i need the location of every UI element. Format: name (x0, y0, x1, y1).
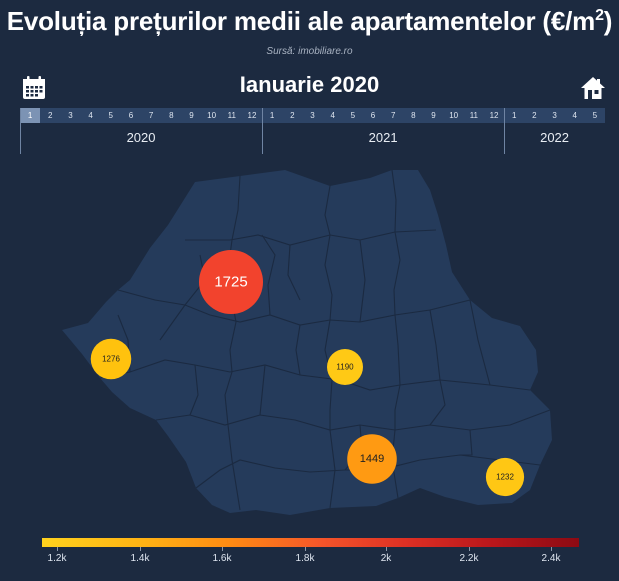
timeline-month-2022-5[interactable]: 5 (592, 111, 598, 120)
timeline-month-strip: 1 2 3 4 5 6 7 8 9 10 11 12 1 2 3 4 5 6 7 8 9 10 11 12 1 2 3 4 5 (20, 108, 605, 123)
year-label-2021: 2021 (368, 130, 398, 145)
calendar-icon[interactable] (22, 76, 46, 100)
title-end: ) (603, 6, 613, 36)
timeline-month-2021-4[interactable]: 4 (330, 111, 335, 120)
current-date-label: Ianuarie 2020 (239, 72, 380, 97)
title-superscript: 2 (595, 7, 604, 24)
timeline-month-2020-4[interactable]: 4 (88, 111, 93, 120)
bubble-clujnapoca[interactable]: 1725 (198, 249, 264, 315)
legend-label: 1.2k (47, 553, 67, 564)
timeline-month-2022-3[interactable]: 3 (552, 111, 557, 120)
legend-tick (57, 547, 58, 551)
year-separator (504, 108, 506, 154)
county-borders (99, 169, 551, 511)
bubble-timioara[interactable]: 1276 (90, 338, 132, 380)
bubble-circle (90, 338, 132, 380)
timeline-month-2021-10[interactable]: 10 (449, 111, 459, 120)
year-separator (20, 108, 21, 154)
bubble-circle (198, 249, 264, 315)
legend-label: 2.4k (541, 553, 561, 564)
timeline-month-2021-2[interactable]: 2 (290, 111, 295, 120)
timeline-month-2020-10[interactable]: 10 (207, 111, 217, 120)
timeline-month-2021-7[interactable]: 7 (390, 111, 396, 120)
timeline-month-2021-12[interactable]: 12 (489, 111, 499, 120)
legend-tick (305, 547, 306, 551)
legend-label: 1.8k (295, 553, 315, 564)
bubble-value-label: 1232 (496, 473, 514, 482)
timeline-month-2021-5[interactable]: 5 (350, 111, 356, 120)
bubble-value-label: 1725 (214, 274, 247, 291)
timeline-month-2020-12[interactable]: 12 (247, 111, 257, 120)
timeline-month-2021-6[interactable]: 6 (370, 111, 376, 120)
year-separator (262, 108, 264, 154)
bubble-circle (347, 434, 397, 484)
bubble-braov[interactable]: 1190 (327, 349, 363, 385)
timeline-month-2020-1[interactable]: 1 (20, 108, 41, 123)
legend-label: 1.6k (212, 553, 232, 564)
romania-outline (62, 170, 552, 515)
legend-tick (551, 547, 552, 551)
chart-title: Evoluția prețurilor medii ale apartament… (0, 6, 619, 37)
timeline-month-2022-2[interactable]: 2 (532, 111, 537, 120)
timeline-month-2022-1[interactable]: 1 (511, 111, 517, 120)
timeline-month-2021-9[interactable]: 9 (431, 111, 436, 120)
bubble-value-label: 1449 (360, 453, 384, 465)
home-icon[interactable] (580, 75, 606, 101)
color-scale-bar (42, 538, 579, 547)
timeline-month-2021-8[interactable]: 8 (411, 111, 416, 120)
source-note: Sursă: imobiliare.ro (266, 46, 353, 57)
bubble-value-label: 1276 (102, 355, 120, 364)
timeline-month-2020-6[interactable]: 6 (128, 111, 134, 120)
timeline-month-2020-5[interactable]: 5 (108, 111, 113, 120)
timeline-month-2021-3[interactable]: 3 (310, 111, 315, 120)
title-main: Evoluția prețurilor medii ale apartament… (6, 6, 596, 36)
timeline-month-2020-11[interactable]: 11 (227, 111, 236, 120)
bubble-bucureti[interactable]: 1449 (347, 434, 397, 484)
timeline-month-2020-8[interactable]: 8 (169, 111, 174, 120)
legend-tick (140, 547, 141, 551)
bubble-value-label: 1190 (336, 363, 354, 372)
timeline-month-2020-7[interactable]: 7 (148, 111, 154, 120)
bubble-circle (327, 349, 363, 385)
timeline-month-2020-2[interactable]: 2 (48, 111, 53, 120)
legend-tick (469, 547, 470, 551)
bubble-constana[interactable]: 1232 (485, 457, 525, 497)
legend-label: 2k (380, 553, 392, 564)
timeline-month-2021-1[interactable]: 1 (269, 111, 275, 120)
timeline-month-2020-9[interactable]: 9 (189, 111, 194, 120)
legend-tick (222, 547, 223, 551)
legend-label: 2.2k (459, 553, 479, 564)
legend-label: 1.4k (130, 553, 150, 564)
price-bubbles: 1725 1276 1190 1449 1232 (90, 249, 525, 497)
timeline-month-2020-3[interactable]: 3 (68, 111, 73, 120)
legend-tick (386, 547, 387, 551)
year-label-2020: 2020 (126, 130, 156, 145)
timeline-month-2021-11[interactable]: 11 (469, 111, 479, 120)
bubble-circle (485, 457, 525, 497)
timeline-month-2022-4[interactable]: 4 (572, 111, 577, 120)
year-label-2022: 2022 (540, 130, 570, 145)
